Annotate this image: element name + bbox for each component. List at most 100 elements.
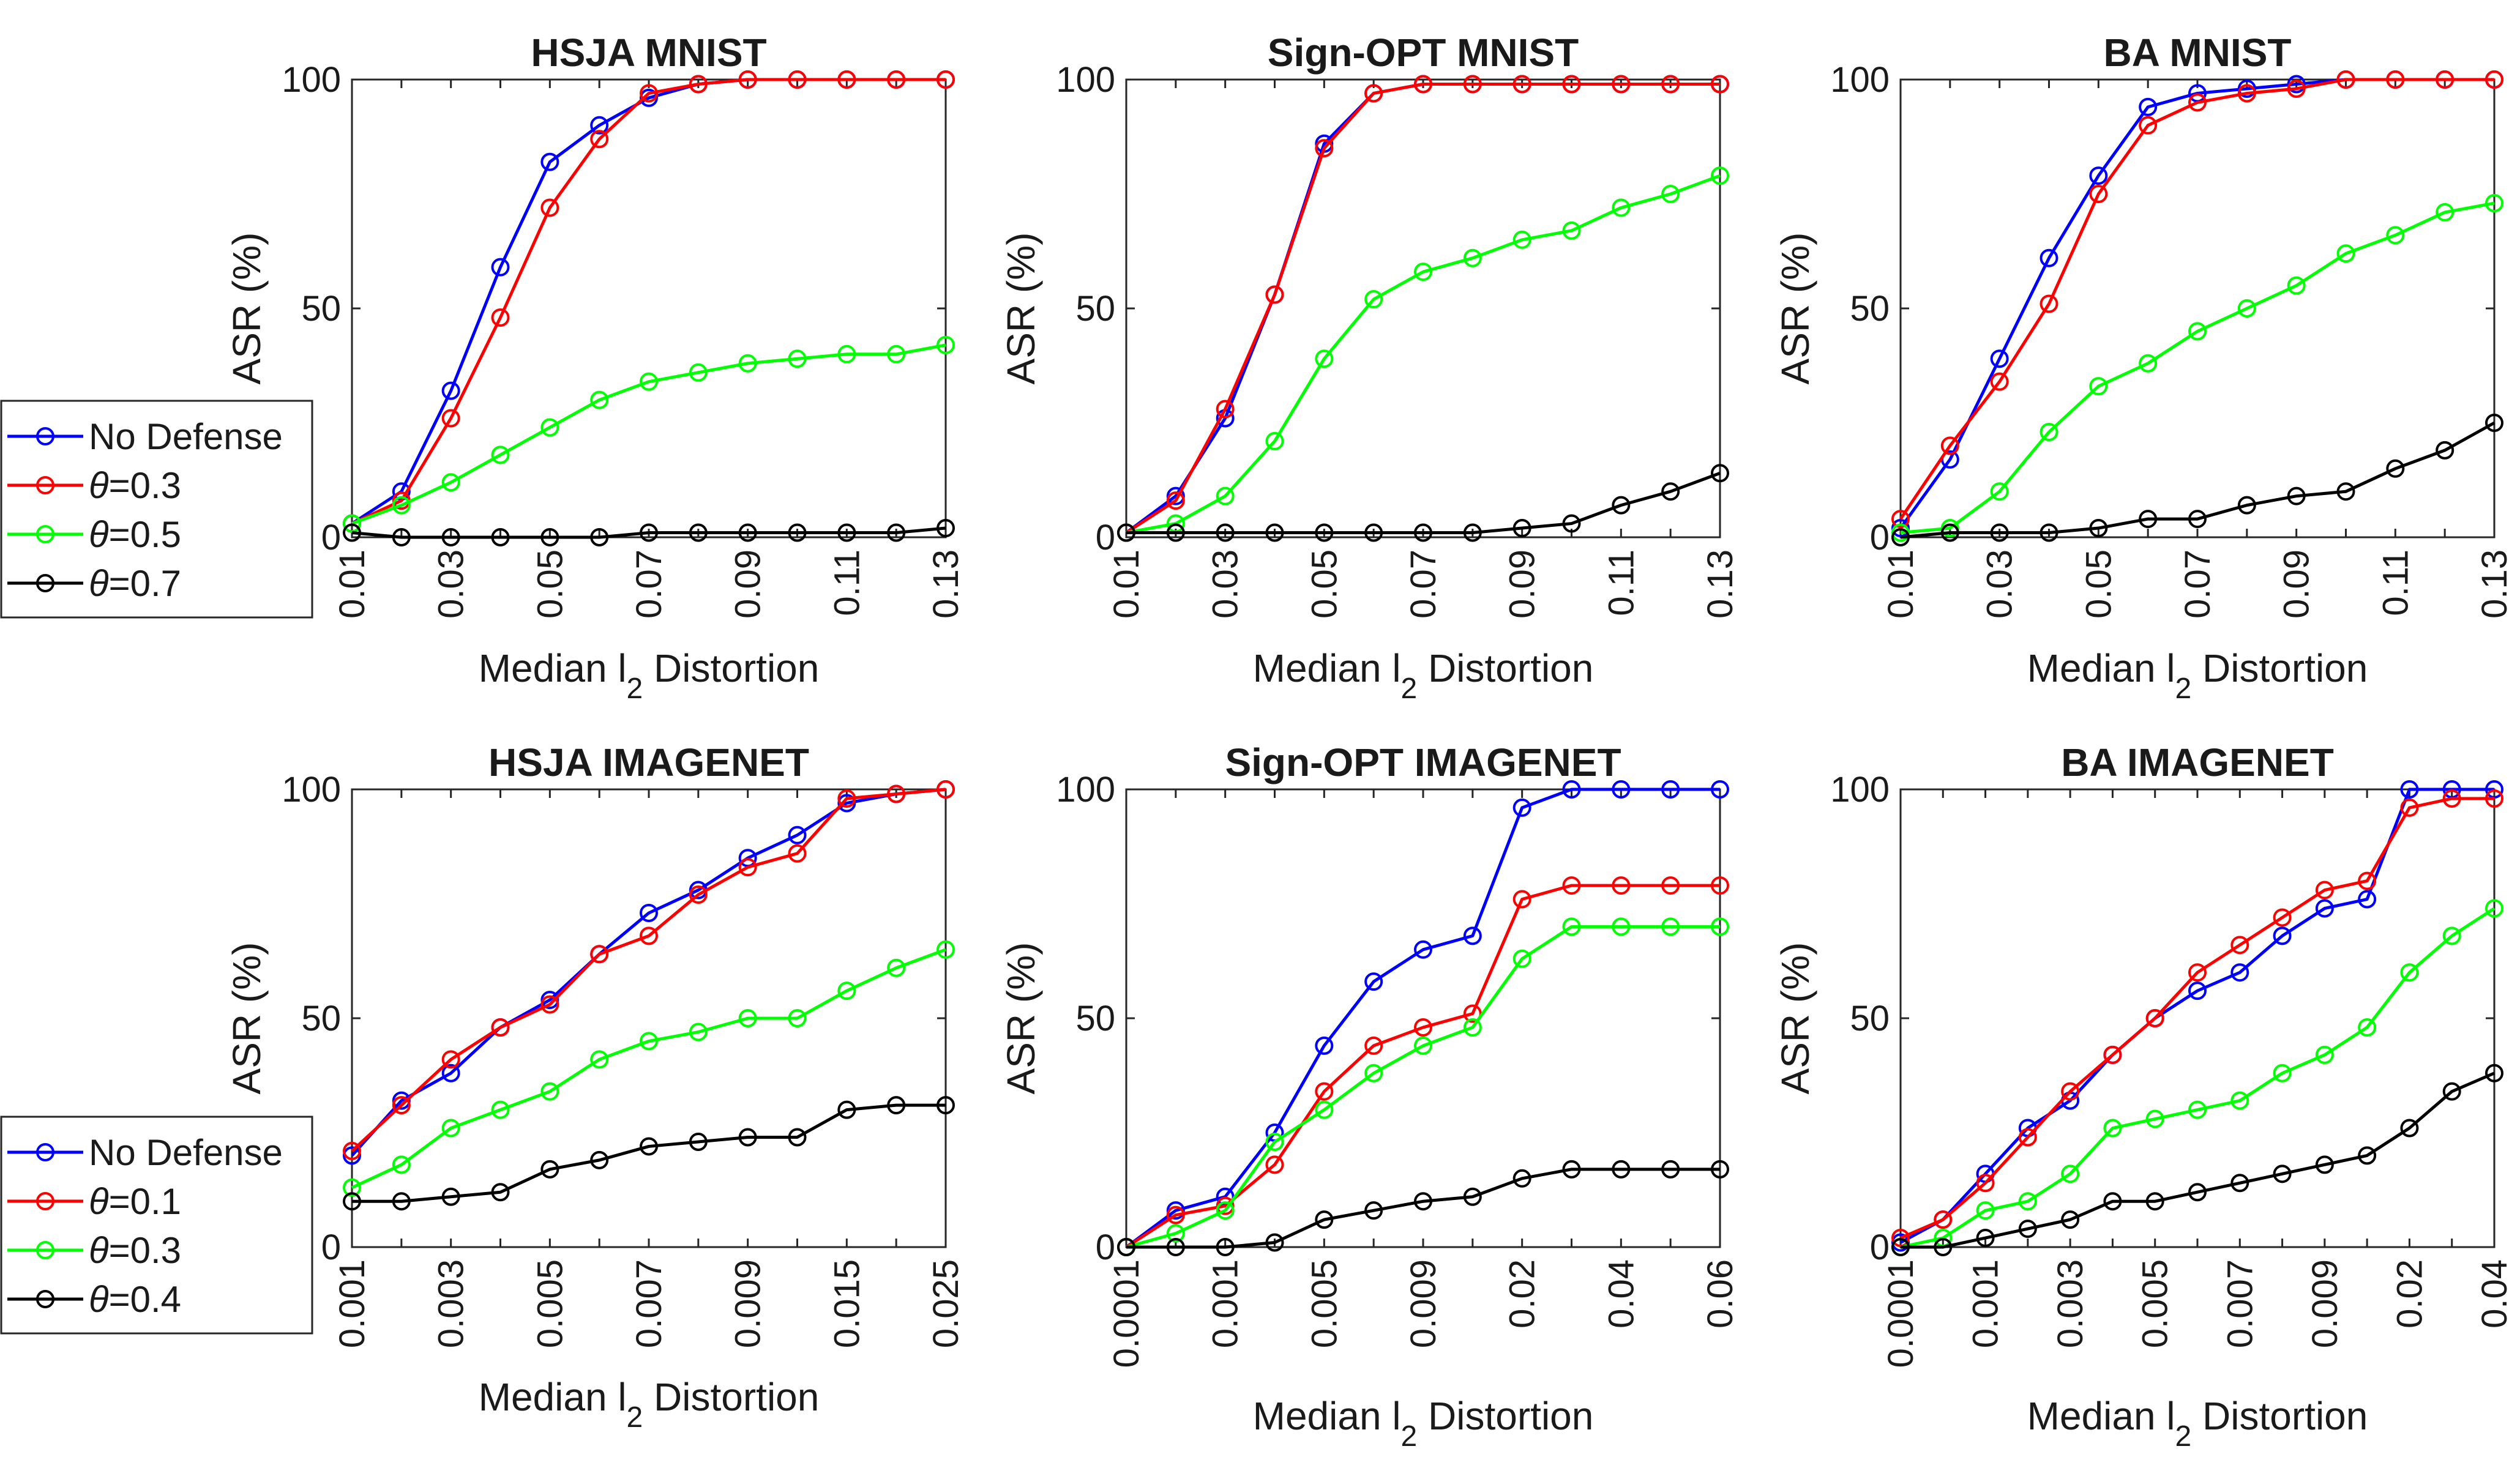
data-point	[1512, 798, 1531, 817]
x-tick-label: 0.0001	[1107, 1259, 1146, 1368]
data-point	[1216, 1238, 1235, 1256]
y-tick-label: 50	[1075, 289, 1115, 329]
data-point	[2018, 1128, 2037, 1147]
y-tick-label: 0	[1870, 1228, 1890, 1267]
x-axis-label: Median l2 Distortion	[1253, 1394, 1594, 1453]
data-point	[1711, 876, 1729, 895]
data-point	[1612, 876, 1631, 895]
data-point	[2188, 322, 2207, 341]
y-axis-label: ASR (%)	[999, 233, 1043, 385]
data-point	[491, 258, 510, 277]
data-point	[1934, 1210, 1953, 1229]
data-point	[2018, 1220, 2037, 1239]
y-tick-label: 50	[1850, 289, 1890, 329]
data-point	[2040, 294, 2058, 313]
data-point	[2139, 354, 2158, 373]
data-point	[1364, 1201, 1383, 1220]
series-line	[351, 526, 946, 539]
data-point	[788, 1128, 807, 1147]
data-point	[640, 926, 658, 945]
series-4	[1891, 414, 2503, 546]
data-point	[2336, 244, 2355, 263]
data-point	[1711, 780, 1729, 799]
chart-1: HSJA MNIST 0 50 100 0.01 0.03 0.05 0.07 0.09 0.11…	[225, 31, 966, 705]
y-tick-label: 50	[1075, 999, 1115, 1038]
data-point	[441, 473, 460, 492]
data-point	[2485, 414, 2503, 432]
data-point	[2273, 1164, 2292, 1183]
data-point	[1512, 230, 1531, 249]
x-tick-label: 0.025	[926, 1259, 966, 1348]
data-point	[887, 70, 906, 89]
data-point	[1265, 431, 1284, 450]
data-point	[1265, 1155, 1284, 1174]
data-point	[1315, 1036, 1334, 1055]
data-point	[837, 345, 856, 363]
x-tick-label: 0.003	[432, 1259, 471, 1348]
x-tick-label: 0.001	[1966, 1259, 2006, 1348]
x-tick-label: 0.0001	[1881, 1259, 1921, 1368]
data-point	[1711, 917, 1729, 936]
x-axis-label: Median l2 Distortion	[1253, 646, 1594, 705]
legend-entry: θ=0.3	[7, 465, 181, 506]
series-line	[1899, 78, 2494, 520]
data-point	[1265, 1233, 1284, 1252]
data-point	[2442, 926, 2461, 945]
data-point	[1976, 1229, 1995, 1248]
data-point	[2358, 890, 2377, 909]
legend-entry: θ=0.7	[7, 563, 181, 604]
data-point	[1364, 84, 1383, 103]
data-point	[2237, 299, 2256, 318]
data-point	[343, 1192, 361, 1211]
x-tick-label: 0.07	[1404, 550, 1443, 619]
data-point	[2061, 1210, 2080, 1229]
legend: No Defense θ=0.1 θ=0.3 θ=0.4	[0, 1116, 313, 1335]
y-axis-label: ASR (%)	[999, 942, 1043, 1095]
data-point	[540, 198, 559, 217]
data-point	[2089, 377, 2108, 396]
data-point	[540, 1082, 559, 1101]
data-point	[1661, 482, 1680, 501]
data-point	[837, 1100, 856, 1119]
x-tick-label: 0.11	[827, 550, 867, 616]
data-point	[1562, 780, 1581, 799]
data-point	[640, 1032, 658, 1051]
data-point	[1940, 436, 1959, 455]
data-point	[2237, 84, 2256, 103]
data-point	[887, 1096, 906, 1115]
legend-marker	[36, 476, 54, 494]
data-point	[392, 496, 411, 515]
data-point	[343, 1178, 361, 1197]
data-point	[2400, 963, 2419, 982]
y-tick-label: 0	[1870, 518, 1890, 557]
x-tick-label: 0.02	[1503, 1259, 1542, 1328]
plot-area	[1125, 78, 1721, 538]
legend: No Defense θ=0.3 θ=0.5 θ=0.7	[0, 400, 313, 619]
series-line	[1899, 788, 2494, 1244]
data-point	[540, 1160, 559, 1179]
data-point	[1315, 349, 1334, 368]
legend-label: No Defense	[89, 1132, 283, 1173]
data-point	[2336, 70, 2355, 89]
legend-entry: No Defense	[7, 1132, 283, 1173]
data-point	[640, 84, 658, 103]
data-point	[491, 308, 510, 327]
legend-label: θ=0.3	[89, 1230, 181, 1271]
legend-marker	[36, 1241, 54, 1259]
series-line	[352, 1103, 946, 1203]
y-tick-label: 50	[301, 289, 341, 329]
x-tick-label: 0.04	[1601, 1259, 1641, 1328]
chart-5: Sign-OPT IMAGENET 0 50 100 0.0001 0.001 0.005 0…	[999, 740, 1740, 1453]
data-point	[1562, 75, 1581, 94]
data-point	[738, 523, 757, 542]
series-4	[1891, 1064, 2503, 1256]
data-point	[1612, 198, 1631, 217]
data-point	[2336, 482, 2355, 501]
data-point	[1562, 1160, 1581, 1179]
data-point	[392, 1155, 411, 1174]
data-point	[590, 390, 609, 409]
x-tick-label: 0.007	[2220, 1259, 2260, 1348]
series-3	[343, 335, 955, 533]
data-point	[1265, 285, 1284, 304]
